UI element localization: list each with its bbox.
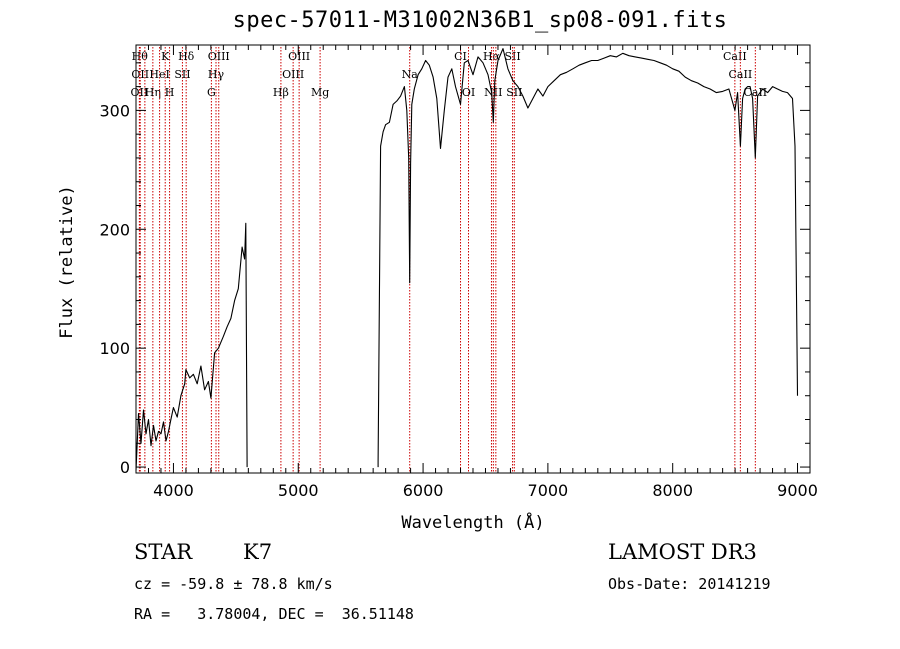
x-tick-label: 6000 (403, 481, 444, 500)
line-marker-label: CaII (723, 50, 747, 63)
spectrum-line (135, 48, 799, 471)
line-marker-label: OIII (288, 50, 310, 63)
x-tick-label: 9000 (777, 481, 818, 500)
line-marker-label: SII (504, 50, 520, 63)
obs-date: Obs-Date: 20141219 (608, 575, 771, 593)
line-marker-label: G (207, 86, 216, 99)
line-markers: HθOIIOIIHηHeIKHSIIHδGHγOIIIHβOIIIOIIIMgN… (131, 47, 767, 473)
line-marker-label: CaII (729, 68, 753, 81)
line-marker-label: Hδ (178, 50, 195, 63)
redshift-line: cz = -59.8 ± 78.8 km/s (134, 575, 333, 593)
x-tick-label: 7000 (528, 481, 569, 500)
coordinates: RA = 3.78004, DEC = 36.51148 (134, 605, 414, 623)
chart-title: spec-57011-M31002N36B1_sp08-091.fits (232, 8, 728, 33)
object-class: STAR (134, 540, 193, 564)
y-tick-label: 200 (99, 220, 130, 239)
y-tick-label: 100 (99, 339, 130, 358)
plot-frame (135, 44, 811, 474)
x-tick-label: 5000 (278, 481, 319, 500)
object-subclass: K7 (243, 540, 273, 564)
y-tick-label: 0 (120, 458, 130, 477)
y-axis-label: Flux (relative) (57, 185, 77, 339)
line-marker-label: Hη (145, 86, 161, 99)
line-marker-label: SII (174, 68, 190, 81)
line-marker-label: SII (506, 86, 522, 99)
line-marker-label: NII (484, 86, 502, 99)
y-tick-label: 300 (99, 101, 130, 120)
x-tick-label: 4000 (153, 481, 194, 500)
line-marker-label: Mg (311, 86, 329, 99)
x-axis-label: Wavelength (Å) (401, 511, 544, 533)
survey-name: LAMOST DR3 (608, 540, 757, 564)
line-marker-label: CaII (743, 86, 767, 99)
line-marker-label: H (165, 86, 175, 99)
line-marker-label: OI (462, 86, 475, 99)
line-marker-label: OII (131, 68, 149, 81)
spectrum-series (135, 48, 799, 471)
line-marker-label: OIII (282, 68, 304, 81)
line-marker-label: CI (454, 50, 467, 63)
line-marker-label: Hβ (273, 86, 289, 99)
line-marker-label: OIII (208, 50, 230, 63)
line-marker-label: Na (402, 68, 419, 81)
line-marker-label: HeI (149, 68, 169, 81)
line-marker-label: K (161, 50, 170, 63)
axis-ticks: 4000 5000 6000 7000 8000 9000 0 100 200 300 (99, 45, 818, 500)
line-marker-label: OII (131, 86, 149, 99)
line-marker-label: Hγ (208, 68, 225, 81)
x-tick-label: 8000 (652, 481, 693, 500)
